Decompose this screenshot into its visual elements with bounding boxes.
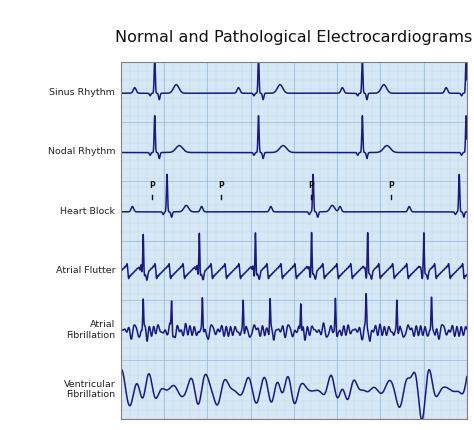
Text: Atrial Flutter: Atrial Flutter xyxy=(55,266,115,275)
Text: Ventricular
Fibrillation: Ventricular Fibrillation xyxy=(64,380,115,399)
Text: Heart Block: Heart Block xyxy=(60,206,115,215)
Text: Sinus Rhythm: Sinus Rhythm xyxy=(49,88,115,97)
Text: Nodal Rhythm: Nodal Rhythm xyxy=(48,147,115,156)
Text: Normal and Pathological Electrocardiograms: Normal and Pathological Electrocardiogra… xyxy=(115,30,473,45)
Text: Atrial
Fibrillation: Atrial Fibrillation xyxy=(66,320,115,340)
Text: P: P xyxy=(149,181,155,190)
Text: P: P xyxy=(308,181,314,190)
Text: P: P xyxy=(219,181,224,190)
Text: P: P xyxy=(388,181,393,190)
